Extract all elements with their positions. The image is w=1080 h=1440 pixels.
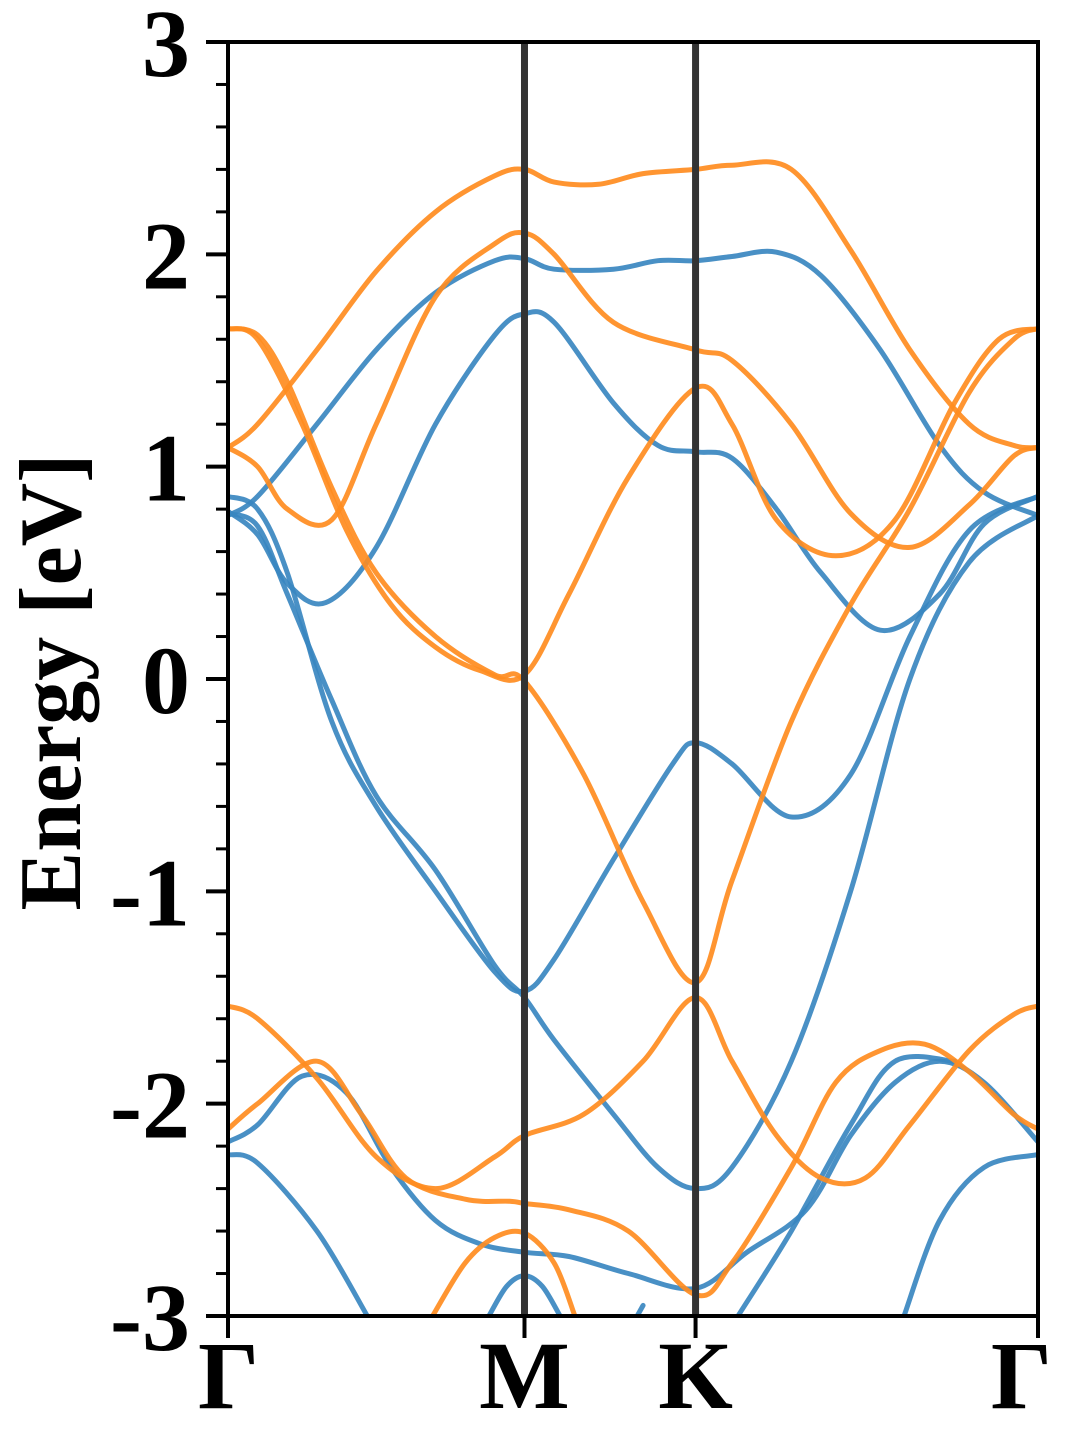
band-line-1 (228, 248, 1038, 518)
band-line-15 (228, 1040, 1038, 1299)
band-line-14 (228, 326, 1038, 986)
band-line-3 (228, 493, 1038, 995)
x-tick-label: K (658, 1322, 733, 1429)
band-line-12 (228, 230, 1038, 550)
y-tick-label: -1 (110, 839, 190, 946)
band-line-6 (228, 1152, 370, 1316)
band-line-16 (228, 995, 1038, 1192)
y-tick-label: 1 (142, 415, 190, 522)
y-tick-label: 2 (142, 202, 190, 309)
band-line-11 (228, 159, 1038, 451)
band-line-13 (228, 326, 1038, 683)
y-axis-ticks: 3 2 1 0 -1 -2 -3 (110, 0, 228, 1371)
y-tick-label: -3 (110, 1264, 190, 1371)
y-tick-label: 0 (142, 627, 190, 734)
y-tick-label: 3 (142, 0, 190, 97)
k-point-vertical-lines (520, 42, 700, 1316)
band-line-4 (228, 510, 1038, 1192)
x-tick-label: M (479, 1322, 570, 1429)
band-line-17 (430, 1228, 578, 1316)
band-line-2 (228, 309, 1038, 633)
x-tick-label: Γ (991, 1322, 1052, 1429)
band-line-10 (735, 1054, 957, 1316)
y-axis-label: Energy [eV] (3, 454, 100, 911)
y-tick-label: -2 (110, 1052, 190, 1159)
band-lines (228, 159, 1038, 1316)
band-line-9 (901, 1152, 1038, 1316)
x-tick-label: Γ (198, 1322, 259, 1429)
